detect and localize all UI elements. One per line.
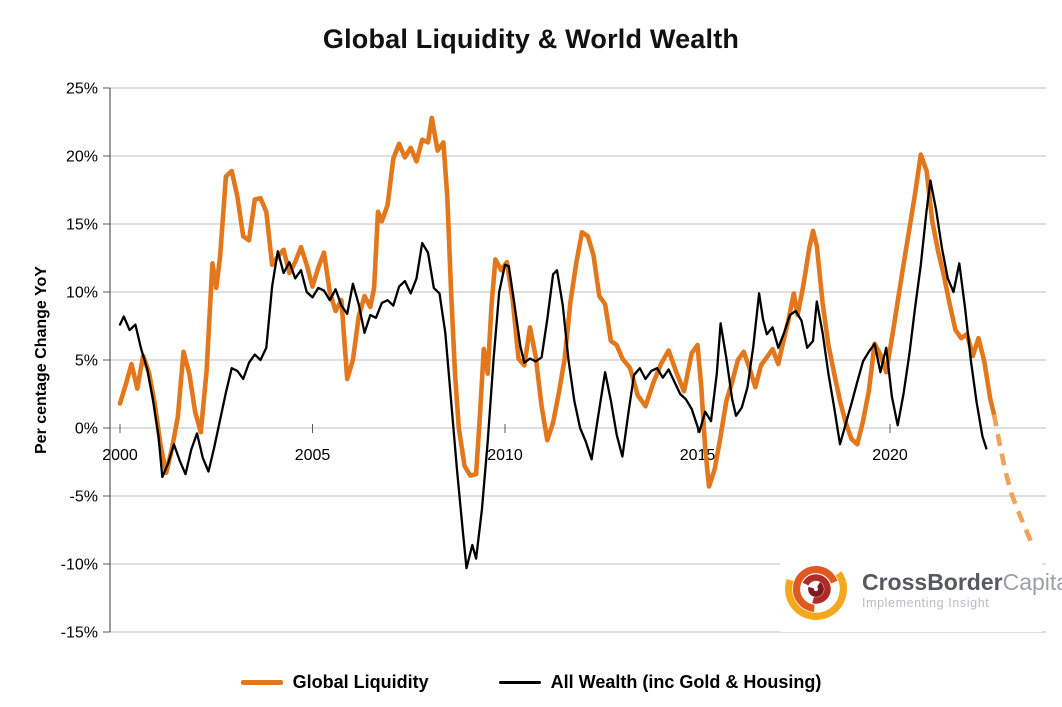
logo-name: CrossBorderCapital: [862, 569, 1062, 595]
legend-line-sample-black: [498, 681, 541, 684]
svg-text:2000: 2000: [102, 447, 138, 464]
legend-line-sample-orange: [240, 680, 283, 685]
logo-name-light: Capital: [1002, 568, 1062, 595]
svg-text:15%: 15%: [66, 217, 98, 234]
y-axis-title: Per centage Change YoY: [33, 266, 50, 454]
svg-text:-10%: -10%: [61, 557, 98, 574]
svg-text:20%: 20%: [66, 149, 98, 166]
logo-name-bold: CrossBorder: [862, 568, 1003, 595]
legend-label-global-liquidity: Global Liquidity: [292, 672, 429, 692]
svg-text:2010: 2010: [487, 447, 523, 464]
svg-text:5%: 5%: [75, 353, 98, 370]
svg-text:2005: 2005: [295, 447, 331, 464]
svg-text:25%: 25%: [66, 81, 98, 98]
chart-title: Global Liquidity & World Wealth: [322, 24, 740, 54]
logo-text: CrossBorderCapital Implementing Insight: [862, 569, 1062, 610]
crossborder-logo: CrossBorderCapital Implementing Insight: [780, 546, 1062, 632]
svg-text:2015: 2015: [680, 447, 716, 464]
svg-text:0%: 0%: [75, 421, 98, 438]
svg-text:-15%: -15%: [61, 625, 98, 642]
legend-item-global-liquidity: Global Liquidity: [240, 672, 429, 693]
logo-swirl-icon: [785, 558, 847, 620]
logo-tagline: Implementing Insight: [862, 595, 990, 610]
chart-legend: Global Liquidity All Wealth (inc Gold & …: [0, 672, 1062, 693]
legend-item-all-wealth: All Wealth (inc Gold & Housing): [498, 672, 822, 693]
svg-text:2020: 2020: [872, 447, 908, 464]
svg-text:10%: 10%: [66, 285, 98, 302]
legend-label-all-wealth: All Wealth (inc Gold & Housing): [550, 672, 822, 692]
svg-text:-5%: -5%: [70, 489, 98, 506]
